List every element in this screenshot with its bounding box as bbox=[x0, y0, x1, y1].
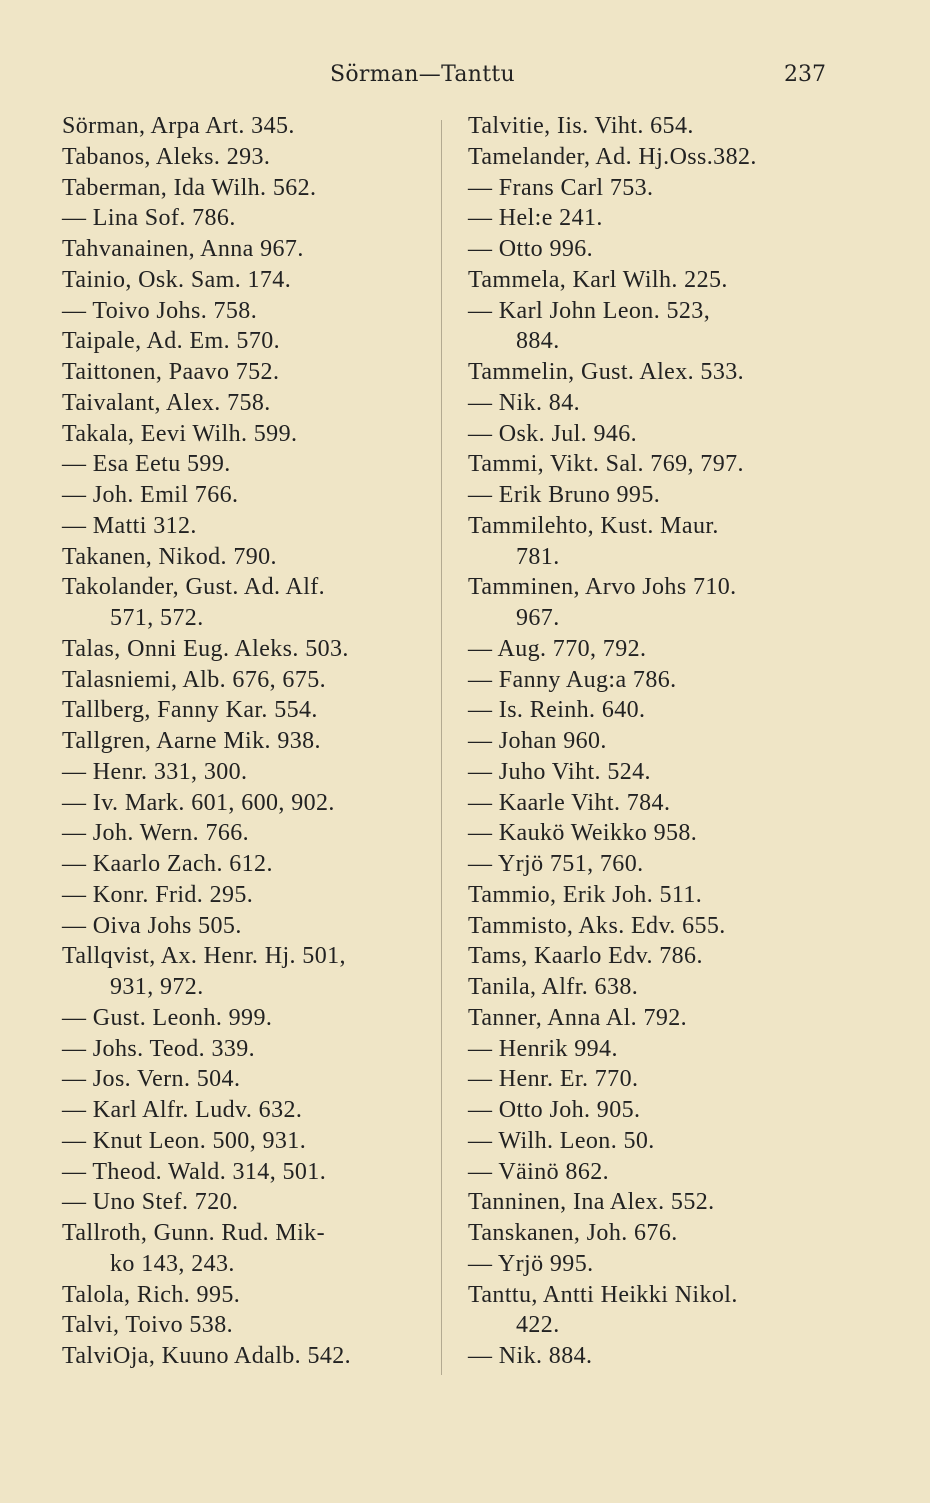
index-entry: — Konr. Frid. 295. bbox=[62, 881, 254, 908]
index-entry: TalviOja, Kuuno Adalb. 542. bbox=[62, 1343, 352, 1369]
index-entry: — Otto Joh. 905. bbox=[468, 1097, 641, 1123]
index-entry: Talvitie, Iis. Viht. 654. bbox=[468, 113, 694, 139]
index-entry-continuation: 884. bbox=[516, 328, 560, 355]
index-entry: Tallgren, Aarne Mik. 938. bbox=[62, 728, 321, 754]
index-entry: — Yrjö 751, 760. bbox=[468, 851, 644, 877]
index-entry: — Iv. Mark. 601, 600, 902. bbox=[62, 789, 335, 816]
index-entry: — Jos. Vern. 504. bbox=[62, 1066, 241, 1093]
header-title: Sörman—Tanttu bbox=[330, 62, 515, 87]
index-entry: Tanner, Anna Al. 792. bbox=[468, 1004, 688, 1031]
index-entry: Tallberg, Fanny Kar. 554. bbox=[62, 697, 318, 724]
index-entry: — Henr. Er. 770. bbox=[468, 1066, 639, 1093]
index-entry: — Karl John Leon. 523, bbox=[468, 297, 711, 324]
index-entry: — Juho Viht. 524. bbox=[468, 758, 651, 785]
column-divider bbox=[441, 120, 442, 1375]
index-entry-continuation: 781. bbox=[516, 543, 560, 570]
right-column: Talvitie, Iis. Viht. 654. Tamelander, Ad.… bbox=[468, 111, 848, 1372]
index-entry: Tams, Kaarlo Edv. 786. bbox=[468, 943, 703, 970]
index-entry: — Erik Bruno 995. bbox=[468, 482, 661, 508]
index-entry: Taivalant, Alex. 758. bbox=[62, 389, 271, 416]
index-entry: Tamelander, Ad. Hj.Oss.382. bbox=[468, 143, 757, 170]
index-entry: Tammilehto, Kust. Maur. bbox=[468, 512, 719, 539]
left-column: Sörman, Arpa Art. 345. Tabanos, Aleks. 29… bbox=[62, 111, 442, 1372]
index-entry: — Gust. Leonh. 999. bbox=[62, 1004, 273, 1031]
index-entry: Tammi, Vikt. Sal. 769, 797. bbox=[468, 451, 744, 478]
index-entry: Takolander, Gust. Ad. Alf. bbox=[62, 574, 326, 601]
index-entry: Tanttu, Antti Heikki Nikol. bbox=[468, 1281, 738, 1308]
index-entry: — Yrjö 995. bbox=[468, 1250, 594, 1277]
index-entry: Tanskanen, Joh. 676. bbox=[468, 1220, 678, 1246]
index-entry: Tammela, Karl Wilh. 225. bbox=[468, 266, 728, 293]
index-entry: Talasniemi, Alb. 676, 675. bbox=[62, 666, 327, 693]
index-entry: — Knut Leon. 500, 931. bbox=[62, 1127, 307, 1154]
index-entry: — Hel:e 241. bbox=[468, 205, 603, 232]
index-entry: Tammisto, Aks. Edv. 655. bbox=[468, 912, 726, 939]
index-entry: — Fanny Aug:a 786. bbox=[468, 666, 677, 693]
index-entry: Talvi, Toivo 538. bbox=[62, 1312, 233, 1339]
index-entry: — Frans Carl 753. bbox=[468, 174, 654, 201]
index-entry: Talola, Rich. 995. bbox=[62, 1281, 241, 1308]
index-entry: — Joh. Emil 766. bbox=[62, 482, 239, 508]
index-entry-continuation: 571, 572. bbox=[110, 605, 204, 631]
index-entry: Sörman, Arpa Art. 345. bbox=[62, 113, 295, 139]
index-entry: Tabanos, Aleks. 293. bbox=[62, 143, 271, 170]
index-entry: — Väinö 862. bbox=[468, 1158, 610, 1185]
index-entry-continuation: 967. bbox=[516, 605, 560, 631]
index-entry: Taipale, Ad. Em. 570. bbox=[62, 328, 281, 355]
index-entry: — Is. Reinh. 640. bbox=[468, 697, 646, 724]
index-entry: — Theod. Wald. 314, 501. bbox=[62, 1158, 327, 1185]
index-entry: — Henrik 994. bbox=[468, 1035, 618, 1062]
running-header: Sörman—Tanttu 237 bbox=[0, 62, 930, 94]
index-entry-continuation: 931, 972. bbox=[110, 974, 204, 1000]
index-entry: Tainio, Osk. Sam. 174. bbox=[62, 266, 292, 293]
index-entry: — Nik. 84. bbox=[468, 389, 580, 416]
index-entry: Tanninen, Ina Alex. 552. bbox=[468, 1189, 715, 1216]
index-entry: — Nik. 884. bbox=[468, 1343, 593, 1369]
index-entry: — Johan 960. bbox=[468, 728, 607, 754]
index-entry: Tammio, Erik Joh. 511. bbox=[468, 881, 703, 908]
index-entry: — Henr. 331, 300. bbox=[62, 758, 248, 785]
index-entry: Tallroth, Gunn. Rud. Mik- bbox=[62, 1220, 325, 1246]
index-entry: Tahvanainen, Anna 967. bbox=[62, 236, 304, 262]
index-entry: — Toivo Johs. 758. bbox=[62, 297, 258, 324]
index-entry: — Matti 312. bbox=[62, 512, 197, 539]
index-entry: — Otto 996. bbox=[468, 236, 594, 262]
index-entry: Taittonen, Paavo 752. bbox=[62, 359, 280, 385]
index-entry: Takala, Eevi Wilh. 599. bbox=[62, 420, 298, 447]
index-entry: Takanen, Nikod. 790. bbox=[62, 543, 277, 570]
index-entry: — Uno Stef. 720. bbox=[62, 1189, 239, 1216]
index-entry: Talas, Onni Eug. Aleks. 503. bbox=[62, 635, 349, 662]
index-entry: — Wilh. Leon. 50. bbox=[468, 1127, 655, 1154]
index-entry: Tallqvist, Ax. Henr. Hj. 501, bbox=[62, 943, 346, 970]
index-entry: — Johs. Teod. 339. bbox=[62, 1035, 256, 1062]
index-entry-continuation: 422. bbox=[516, 1312, 560, 1339]
index-entry-continuation: ko 143, 243. bbox=[110, 1250, 235, 1277]
index-entry: Taberman, Ida Wilh. 562. bbox=[62, 174, 317, 201]
index-entry: Tanila, Alfr. 638. bbox=[468, 974, 639, 1000]
index-entry: — Karl Alfr. Ludv. 632. bbox=[62, 1097, 303, 1123]
index-entry: Tammelin, Gust. Alex. 533. bbox=[468, 359, 745, 385]
index-entry: Tamminen, Arvo Johs 710. bbox=[468, 574, 737, 601]
index-entry: — Joh. Wern. 766. bbox=[62, 820, 250, 847]
index-entry: — Kaarlo Zach. 612. bbox=[62, 851, 273, 877]
index-entry: — Aug. 770, 792. bbox=[468, 635, 647, 662]
index-entry: — Kaukö Weikko 958. bbox=[468, 820, 698, 847]
index-entry: — Osk. Jul. 946. bbox=[468, 420, 638, 447]
index-entry: — Kaarle Viht. 784. bbox=[468, 789, 671, 816]
index-entry: — Lina Sof. 786. bbox=[62, 205, 236, 232]
index-entry: — Esa Eetu 599. bbox=[62, 451, 231, 478]
page-number: 237 bbox=[784, 62, 826, 87]
index-entry: — Oiva Johs 505. bbox=[62, 912, 242, 939]
